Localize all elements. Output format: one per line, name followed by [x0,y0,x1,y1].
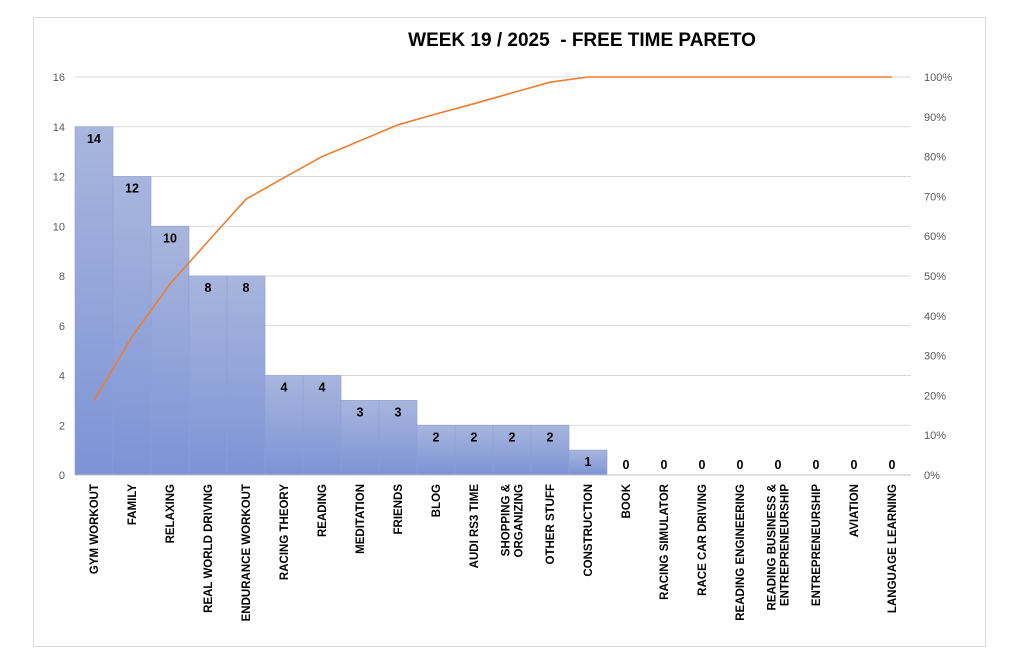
x-category-label: GYM WORKOUT [89,484,101,574]
data-label: 1 [585,455,592,469]
axes: 02468101214160%10%20%30%40%50%60%70%80%9… [53,72,953,621]
data-label: 2 [509,430,516,444]
y-left-tick-label: 12 [53,172,65,184]
x-category-label: AVIATION [849,484,861,537]
y-left-tick-label: 8 [59,271,65,283]
x-category-label: BLOG [431,484,443,517]
data-label: 4 [281,381,288,395]
y-right-tick-label: 20% [924,390,946,402]
y-left-tick-label: 10 [53,221,65,233]
y-right-tick-label: 0% [924,470,940,482]
data-label: 10 [163,231,177,245]
data-label: 12 [125,182,139,196]
x-category-label: ENDURANCE WORKOUT [241,484,253,621]
x-category-label: READING [317,484,329,537]
x-category-label: RACING THEORY [279,484,291,580]
bar [226,275,266,476]
data-label: 2 [547,430,554,444]
data-label: 14 [87,132,101,146]
data-label: 0 [813,458,820,472]
y-right-tick-label: 50% [924,271,946,283]
pareto-chart: WEEK 19 / 2025 - FREE TIME PARETO 141210… [53,30,953,621]
x-category-label: FRIENDS [393,484,405,535]
data-label: 0 [737,458,744,472]
bar [530,424,570,476]
y-right-tick-label: 100% [924,72,952,84]
x-category-label: FAMILY [127,484,139,525]
x-category-label: READING ENGINEERING [735,484,747,621]
data-label: 8 [243,281,250,295]
data-label: 2 [471,430,478,444]
x-category-label: SHOPPING &ORGANIZING [501,484,526,558]
chart-title: WEEK 19 / 2025 - FREE TIME PARETO [408,30,756,51]
x-category-label: ENTREPRENEURSHIP [811,484,823,606]
data-label: 2 [433,430,440,444]
y-right-tick-label: 30% [924,351,946,363]
bar [74,126,114,476]
bar [454,424,494,476]
data-label: 3 [395,405,402,419]
data-label: 0 [851,458,858,472]
y-left-tick-label: 4 [59,371,65,383]
x-category-label: RACING SIMULATOR [659,483,671,600]
bar [150,225,190,476]
bar [568,449,608,476]
y-left-tick-label: 16 [53,72,65,84]
y-left-tick-label: 6 [59,321,65,333]
bar [112,176,152,476]
data-label: 0 [661,458,668,472]
y-left-tick-label: 2 [59,420,65,432]
data-label: 4 [319,381,326,395]
data-label: 0 [699,458,706,472]
y-right-tick-label: 70% [924,191,946,203]
data-label: 0 [623,458,630,472]
x-category-label: OTHER STUFF [545,484,557,565]
x-category-label: RACE CAR DRIVING [697,484,709,596]
y-left-tick-label: 14 [53,122,65,134]
cumulative-percent-line [93,76,892,402]
x-category-label: READING BUSINESS &ENTREPRENEURSHIP [767,484,792,611]
x-category-label: BOOK [621,483,633,518]
y-right-tick-label: 60% [924,231,946,243]
bar [492,424,532,476]
x-category-label: CONSTRUCTION [583,484,595,577]
data-label: 8 [205,281,212,295]
x-category-label: AUDI RS3 TIME [469,484,481,569]
x-category-label: REAL WORLD DRIVING [203,484,215,613]
x-category-label: LANGUAGE LEARNING [887,484,899,613]
y-right-tick-label: 90% [924,112,946,124]
bar [188,275,228,476]
cumulative-line [93,76,892,402]
x-category-label: RELAXING [165,484,177,543]
y-right-tick-label: 10% [924,430,946,442]
bars [74,126,608,476]
y-right-tick-label: 40% [924,311,946,323]
chart-frame: WEEK 19 / 2025 - FREE TIME PARETO 14 12 10… [33,17,986,647]
x-category-label: MEDITATION [355,484,367,554]
data-label: 3 [357,405,364,419]
y-right-tick-label: 80% [924,152,946,164]
data-label: 0 [889,458,896,472]
data-label: 0 [775,458,782,472]
y-left-tick-label: 0 [59,470,65,482]
